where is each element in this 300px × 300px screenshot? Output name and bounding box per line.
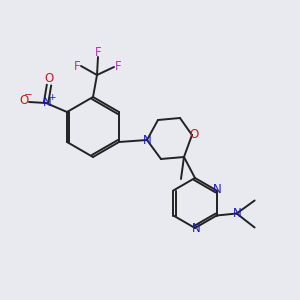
- Text: O: O: [44, 71, 54, 85]
- Text: N: N: [233, 207, 242, 220]
- Text: F: F: [95, 46, 101, 59]
- Text: F: F: [74, 59, 80, 73]
- Text: +: +: [48, 92, 56, 101]
- Text: N: N: [213, 183, 222, 196]
- Text: O: O: [20, 94, 28, 107]
- Text: F: F: [115, 61, 121, 74]
- Text: O: O: [189, 128, 199, 142]
- Text: N: N: [192, 223, 200, 236]
- Text: −: −: [24, 90, 32, 100]
- Text: N: N: [43, 95, 51, 109]
- Text: N: N: [142, 134, 152, 146]
